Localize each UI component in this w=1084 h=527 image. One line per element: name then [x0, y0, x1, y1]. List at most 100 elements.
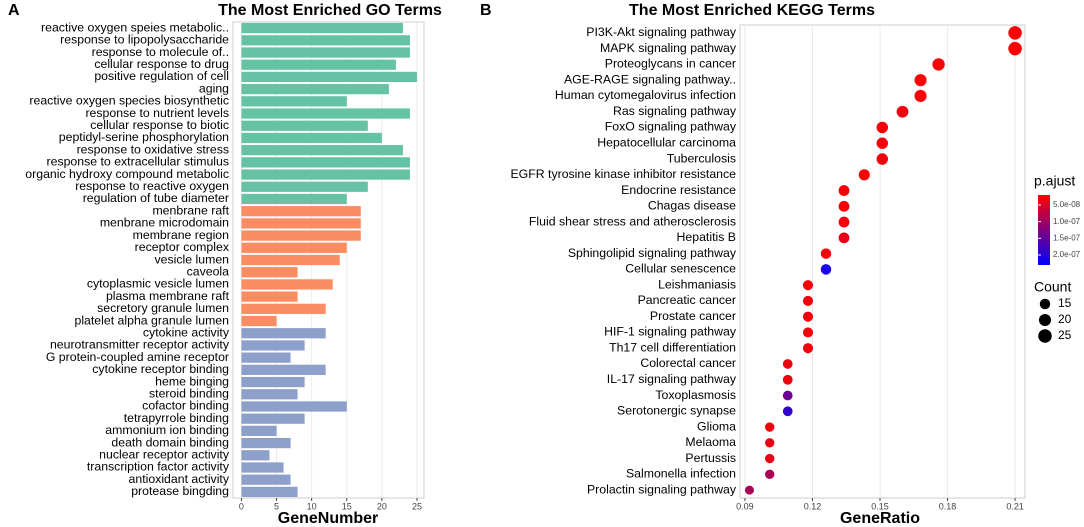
bar: [241, 120, 368, 131]
bar: [241, 267, 298, 278]
size-legend-label: 25: [1058, 328, 1072, 342]
dot: [914, 89, 927, 102]
bar: [241, 181, 368, 192]
category-label: transcription factor activity: [87, 460, 230, 474]
dot: [802, 327, 814, 338]
bar: [241, 328, 326, 339]
category-label: Toxoplasmosis: [655, 388, 736, 402]
category-label: Prostate cancer: [650, 309, 736, 323]
dot: [838, 216, 850, 228]
category-label: heme binging: [155, 374, 229, 388]
category-label: Tuberculosis: [667, 151, 736, 165]
bar: [241, 84, 389, 95]
category-label: FoxO signaling pathway: [605, 120, 737, 134]
dot: [744, 485, 754, 495]
size-legend-label: 15: [1058, 296, 1072, 310]
dot: [896, 105, 909, 118]
dot: [820, 248, 832, 259]
legend-title: Count: [1034, 279, 1071, 295]
category-label: EGFR tyrosine kinase inhibitor resistanc…: [510, 167, 736, 181]
category-label: nuclear receptor activity: [99, 448, 230, 462]
category-label: receptor complex: [135, 240, 230, 254]
category-label: menbrane raft: [152, 203, 229, 217]
bar: [241, 59, 396, 70]
x-tick-label: 0.21: [1006, 501, 1024, 511]
category-label: Chagas disease: [648, 199, 736, 213]
chart-title: The Most Enriched KEGG Terms: [629, 2, 875, 19]
color-tick-label: 5.0e-08: [1053, 200, 1081, 209]
category-label: menbrane microdomain: [100, 216, 229, 230]
category-label: cellular response to drug: [94, 57, 229, 71]
dot: [802, 343, 814, 354]
bar: [241, 108, 410, 119]
category-label: response to lipopolysaccharide: [60, 33, 229, 47]
category-label: tetrapyrrole binding: [124, 411, 229, 425]
category-label: Sphingolipid signaling pathway: [568, 246, 737, 260]
bar: [241, 474, 291, 485]
bar: [241, 352, 291, 363]
category-label: plasma membrane raft: [106, 289, 230, 303]
dot: [765, 422, 775, 432]
category-label: Glioma: [697, 419, 736, 433]
category-label: regulation of tube diameter: [83, 191, 229, 205]
bar: [241, 157, 410, 168]
dot: [820, 264, 832, 275]
category-label: secretory granule lumen: [97, 301, 229, 315]
category-label: Prolactin signaling pathway: [587, 482, 737, 496]
dot: [802, 295, 814, 306]
plot-background: [739, 24, 1026, 499]
dot: [782, 406, 793, 417]
dot: [838, 185, 850, 196]
category-label: response to reactive oxygen: [75, 179, 229, 193]
category-label: membrane region: [133, 228, 230, 242]
dot: [876, 153, 889, 165]
category-label: Fluid shear stress and atherosclerosis: [529, 214, 736, 228]
x-tick-label: 20: [377, 501, 387, 511]
category-label: response to oxidative stress: [77, 142, 229, 156]
category-label: Cellular senescence: [625, 262, 736, 276]
chart-title: The Most Enriched GO Terms: [218, 2, 442, 19]
category-label: antioxidant activity: [129, 472, 230, 486]
dot: [802, 311, 814, 322]
category-label: cytokine activity: [143, 325, 230, 339]
bar: [241, 96, 347, 107]
category-label: Pertussis: [685, 451, 736, 465]
size-legend-dot: [1039, 298, 1051, 310]
x-tick-label: 0.12: [804, 501, 822, 511]
bar: [241, 425, 277, 436]
dot: [838, 200, 850, 212]
dot: [765, 438, 775, 448]
bar: [241, 132, 382, 144]
bar: [241, 242, 347, 253]
category-label: Serotonergic synapse: [617, 404, 736, 418]
category-label: Endocrine resistance: [621, 183, 736, 197]
category-label: steroid binding: [149, 387, 229, 401]
category-label: MAPK signaling pathway: [600, 41, 737, 55]
x-tick-label: 5: [274, 501, 279, 511]
size-legend-dot: [1038, 329, 1052, 343]
bar: [241, 169, 410, 180]
x-tick-label: 25: [412, 501, 422, 511]
category-label: Hepatitis B: [677, 230, 736, 244]
bar: [241, 437, 291, 449]
color-tick-label: 2.0e-07: [1053, 250, 1081, 259]
category-label: vesicle lumen: [155, 252, 230, 266]
bar: [241, 401, 347, 412]
bar: [241, 364, 326, 375]
dot: [932, 58, 945, 71]
dot: [858, 169, 870, 181]
x-axis-title: GeneNumber: [278, 510, 378, 527]
color-tick-label: 1.5e-07: [1053, 233, 1081, 242]
legend-title: p.ajust: [1034, 173, 1075, 189]
dot: [782, 359, 793, 369]
size-legend-label: 20: [1058, 312, 1072, 326]
dot: [914, 74, 927, 87]
x-axis-title: GeneRatio: [840, 510, 920, 527]
bar: [241, 279, 333, 290]
x-tick-label: 15: [342, 501, 352, 511]
category-label: Human cytomegalovirus infection: [555, 88, 736, 102]
dot: [765, 453, 775, 464]
dot: [838, 232, 850, 244]
category-label: death domain binding: [111, 435, 229, 449]
